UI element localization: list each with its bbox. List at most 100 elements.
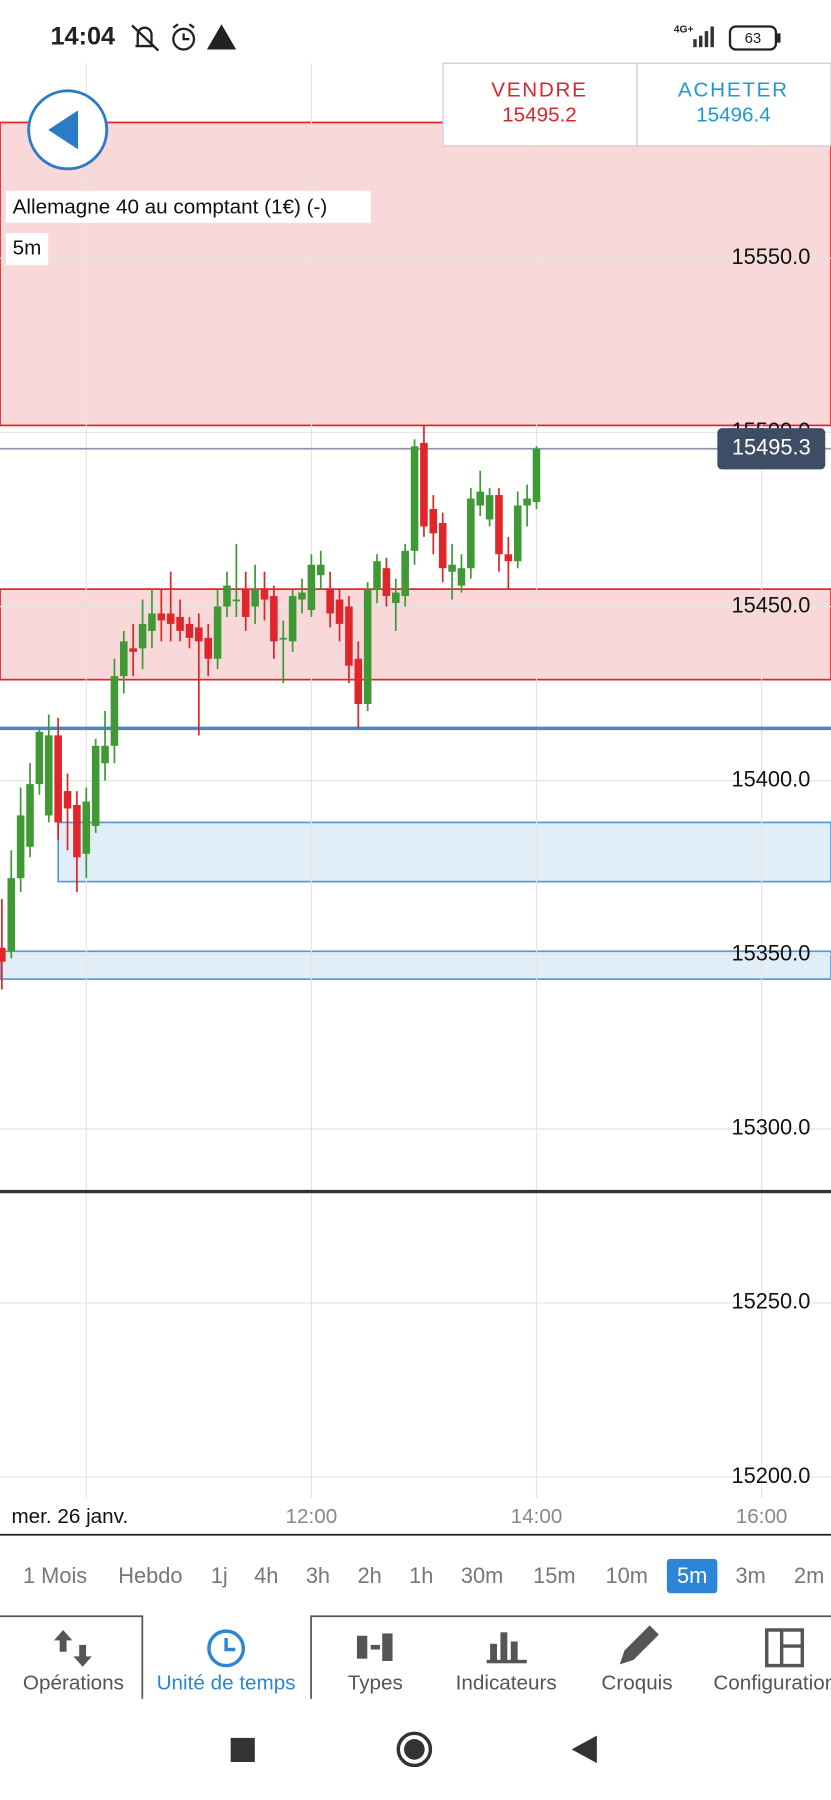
candle-body xyxy=(176,616,184,631)
timeframe-option[interactable]: 2h xyxy=(357,1563,381,1588)
date-label-box xyxy=(4,1500,152,1534)
candle-body xyxy=(260,589,269,600)
tab-label[interactable]: Types xyxy=(348,1671,403,1694)
plot-area xyxy=(0,63,831,1498)
tab-bar: Opérations Unité de temps Types Indicateurs… xyxy=(23,1671,831,1694)
candle-body xyxy=(185,623,194,638)
tab-label[interactable]: Configuration xyxy=(713,1671,831,1694)
candle-body xyxy=(213,606,222,659)
tab-label[interactable]: Opérations xyxy=(23,1671,124,1694)
instrument-name: Allemagne 40 au comptant (1€) (-) xyxy=(13,195,328,218)
timeframe-option[interactable]: 2m xyxy=(794,1563,824,1588)
price-tag xyxy=(717,428,826,470)
candle-body xyxy=(513,505,522,562)
timeframe-bar: 1 Mois Hebdo 1j 4h 3h 2h 1h 30m 15m 10m 5m 3m 2m xyxy=(23,1558,824,1594)
candle-body xyxy=(523,498,531,506)
candle-body xyxy=(326,589,334,614)
candle-body xyxy=(392,592,400,604)
candle-body xyxy=(195,627,203,642)
candle-body xyxy=(316,564,325,576)
candle-body xyxy=(410,446,419,551)
timeframe-option[interactable]: 15m xyxy=(533,1563,575,1588)
timeframe-option[interactable]: 30m xyxy=(461,1563,503,1588)
candle-body xyxy=(438,522,447,569)
candle-body xyxy=(120,641,128,677)
chart: 15200.0 15250.0 15300.0 15350.0 15400.0 15450… xyxy=(0,63,831,1534)
candle-body xyxy=(129,648,137,652)
candle-body xyxy=(82,801,91,854)
candle-body xyxy=(429,509,438,534)
zone xyxy=(57,821,831,883)
instrument-box xyxy=(5,190,371,223)
candle-body xyxy=(0,947,6,962)
candle-body xyxy=(251,589,259,607)
candle-body xyxy=(354,658,363,705)
nav-back[interactable] xyxy=(571,1735,597,1764)
candle-body xyxy=(345,606,353,666)
x-tick-label: 12:00 xyxy=(286,1505,338,1528)
candle-body xyxy=(7,878,16,952)
timeframe-option[interactable]: 4h xyxy=(254,1563,278,1588)
candle-body xyxy=(54,735,62,823)
timeframe-option[interactable]: 10m xyxy=(605,1563,647,1588)
candle-body xyxy=(138,623,147,649)
price-tag-label: 15495.3 xyxy=(732,435,811,460)
timeframe-option[interactable]: 3h xyxy=(306,1563,330,1588)
back-button[interactable] xyxy=(27,89,109,171)
zone xyxy=(0,950,831,980)
tab-label[interactable]: Indicateurs xyxy=(456,1671,557,1694)
y-tick-label: 15350.0 xyxy=(732,941,811,966)
candle-body xyxy=(166,613,175,624)
candle-body xyxy=(241,589,250,617)
timeframe-option[interactable]: 1 Mois xyxy=(23,1563,87,1588)
y-tick-label: 15200.0 xyxy=(732,1463,811,1488)
candle-body xyxy=(101,745,109,764)
candle-body xyxy=(420,442,428,527)
candle-body xyxy=(73,805,81,858)
candle-body xyxy=(279,637,288,640)
sell-price: 15495.2 xyxy=(502,104,577,127)
candle-body xyxy=(335,599,344,624)
timeframe-label: 5m xyxy=(13,237,42,260)
nav-recent[interactable] xyxy=(230,1737,255,1762)
buy-price: 15496.4 xyxy=(696,104,771,127)
nav-bar xyxy=(230,1731,597,1768)
y-tick-label: 15300.0 xyxy=(732,1115,811,1140)
candle-body xyxy=(157,613,166,621)
timeframe-selected xyxy=(666,1558,718,1594)
candle-body xyxy=(476,491,485,506)
timeframe-option[interactable]: Hebdo xyxy=(118,1563,182,1588)
candle-body xyxy=(26,784,34,847)
nav-home[interactable] xyxy=(396,1731,433,1768)
candle-body xyxy=(270,596,278,642)
network: 4G+ xyxy=(674,25,694,36)
nav-home-dot xyxy=(404,1739,425,1760)
buy-button[interactable]: ACHETER 15496.4 xyxy=(636,62,831,147)
candle-body xyxy=(204,637,213,659)
y-tick-label: 15550.0 xyxy=(732,244,811,269)
candle-body xyxy=(382,568,391,597)
candle-body xyxy=(148,613,156,631)
timeframe-option[interactable]: 5m xyxy=(677,1563,707,1588)
tab-label[interactable]: Unité de temps xyxy=(157,1671,296,1694)
y-tick-label: 15400.0 xyxy=(732,766,811,791)
candle-body xyxy=(35,731,44,785)
timeframe-option[interactable]: 1h xyxy=(409,1563,433,1588)
candle-body xyxy=(504,554,513,562)
y-tick-label: 15250.0 xyxy=(732,1289,811,1314)
candle-body xyxy=(223,585,231,607)
candle-body xyxy=(44,735,53,816)
sell-button[interactable]: VENDRE 15495.2 xyxy=(442,62,638,147)
timeframe-option[interactable]: 1j xyxy=(211,1563,228,1588)
candle-body xyxy=(110,676,119,746)
candle-body xyxy=(298,592,306,600)
tab-label[interactable]: Croquis xyxy=(601,1671,672,1694)
sell-label: VENDRE xyxy=(491,78,587,101)
y-tick-label: 15450.0 xyxy=(732,592,811,617)
timeframe-option[interactable]: 3m xyxy=(736,1563,766,1588)
x-tick-label: 16:00 xyxy=(736,1505,788,1528)
candle-body xyxy=(91,745,100,826)
candle-body xyxy=(307,564,316,610)
